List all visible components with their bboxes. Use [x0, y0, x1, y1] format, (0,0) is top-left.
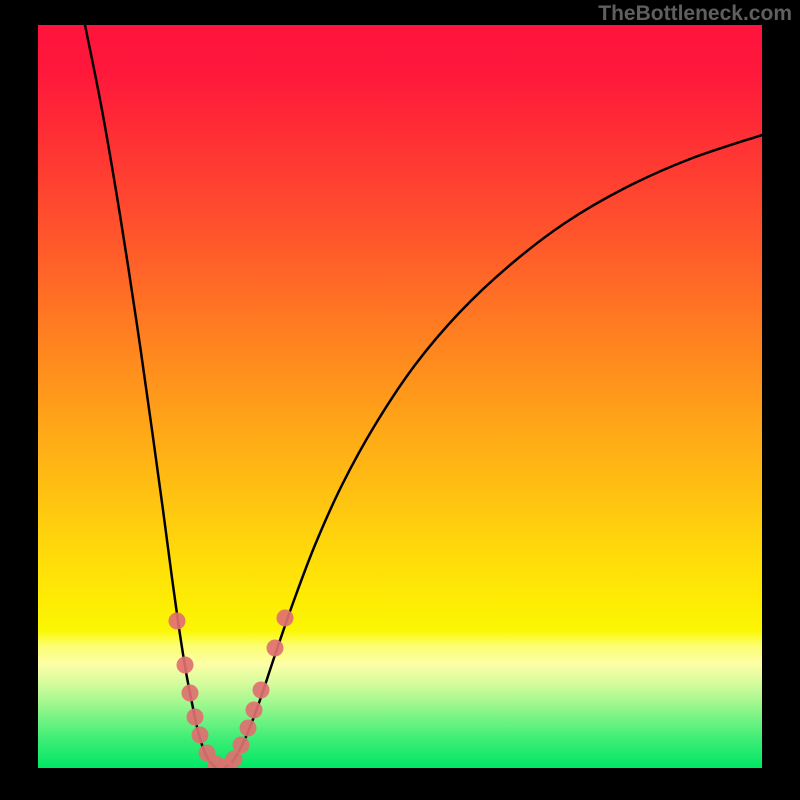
source-watermark: TheBottleneck.com [598, 2, 792, 26]
chart-background [0, 0, 800, 800]
chart-container: TheBottleneck.com [0, 0, 800, 800]
